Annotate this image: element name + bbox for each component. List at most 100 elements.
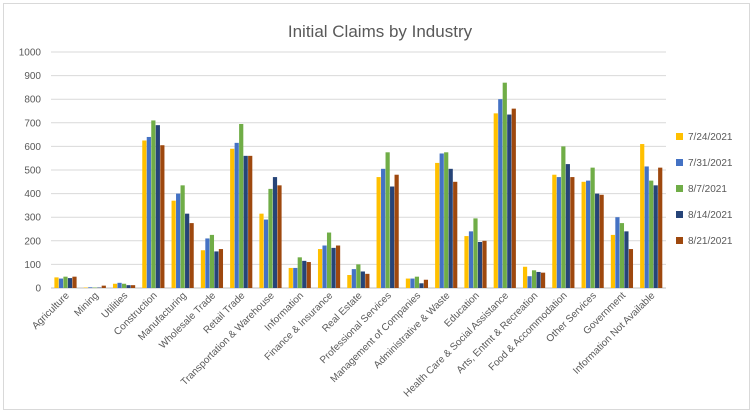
bars (54, 82, 663, 289)
bar (502, 82, 507, 289)
bar (302, 260, 307, 288)
bar (649, 180, 654, 288)
y-tick-label: 1000 (19, 48, 42, 59)
y-tick-label: 200 (24, 236, 41, 247)
bar (482, 240, 487, 288)
legend-swatch (676, 237, 683, 244)
bar (288, 267, 293, 288)
bar (130, 285, 136, 288)
bar (644, 166, 649, 288)
bar (464, 236, 469, 288)
bar (326, 232, 332, 288)
y-tick-label: 700 (24, 118, 41, 129)
bar (511, 108, 516, 288)
bar (117, 282, 122, 288)
legend: 7/24/2021 7/31/2021 8/7/2021 8/14/2021 8/21/… (676, 132, 733, 247)
bar (468, 231, 474, 288)
bar (205, 238, 210, 288)
bar (58, 278, 64, 288)
bar (189, 223, 194, 288)
bar (419, 283, 424, 288)
bar (540, 272, 546, 288)
bar (112, 283, 118, 288)
bar (610, 234, 616, 288)
bar (498, 99, 503, 288)
bar (218, 249, 224, 288)
bar (444, 152, 449, 288)
legend-swatch (676, 211, 683, 218)
bar (160, 145, 165, 288)
bar (297, 257, 302, 288)
bar (599, 194, 604, 288)
bar (536, 271, 541, 288)
bar (142, 140, 147, 288)
x-tick-label: Mining (72, 290, 101, 319)
legend-label: 8/7/2021 (688, 184, 727, 195)
bar (453, 181, 458, 288)
bar (394, 174, 399, 288)
bar (561, 146, 566, 288)
bar (331, 247, 336, 288)
bar (54, 277, 59, 288)
bar (385, 152, 390, 288)
bar (126, 285, 131, 288)
bar (653, 185, 658, 288)
bar (619, 223, 625, 288)
bar (586, 180, 591, 288)
bar (381, 168, 386, 288)
bar (507, 114, 512, 288)
bar (214, 251, 219, 288)
bar (155, 125, 160, 288)
bar (185, 213, 190, 288)
y-tick-label: 800 (24, 95, 41, 106)
legend-label: 7/31/2021 (688, 158, 733, 169)
y-axis-ticks: 0 100 200 300 400 500 600 700 800 900 1000 (19, 48, 42, 295)
bar (151, 120, 156, 288)
legend-swatch (676, 159, 683, 166)
legend-label: 8/21/2021 (688, 236, 733, 247)
y-tick-label: 600 (24, 142, 41, 153)
bar (356, 264, 361, 288)
bar (405, 278, 411, 288)
bar (243, 155, 248, 288)
y-tick-label: 300 (24, 213, 41, 224)
bar (351, 269, 356, 288)
bar (581, 181, 586, 288)
bar (88, 287, 93, 288)
bar (234, 142, 239, 288)
bar (365, 273, 370, 288)
x-tick-label: Agriculture (30, 290, 72, 332)
x-axis-ticks: Agriculture MiningUtilitiesConstructionMa… (30, 290, 658, 399)
bar (527, 276, 532, 288)
bar (209, 234, 215, 288)
bar (322, 245, 327, 288)
bar (317, 249, 323, 288)
bar (590, 167, 595, 288)
bar (121, 283, 127, 288)
bar-chart: Initial Claims by Industry 0 100 200 300 400… (19, 22, 733, 400)
bar (101, 285, 106, 288)
y-tick-label: 900 (24, 71, 41, 82)
bar (200, 250, 206, 288)
bar (628, 249, 634, 288)
bar (448, 168, 453, 288)
bar (556, 177, 561, 288)
bar (277, 185, 282, 288)
bar (522, 266, 528, 288)
chart-title: Initial Claims by Industry (288, 22, 473, 41)
bar (347, 275, 352, 288)
bar (293, 267, 298, 288)
bar (306, 262, 311, 288)
bar (531, 270, 537, 288)
bar (552, 174, 557, 288)
bar (624, 231, 629, 288)
bar (640, 144, 645, 288)
bar (263, 219, 269, 288)
bar (268, 188, 273, 288)
bar (565, 164, 570, 288)
bar (230, 148, 235, 288)
y-tick-label: 0 (35, 284, 41, 295)
bar (176, 193, 181, 288)
legend-label: 7/24/2021 (688, 132, 733, 143)
legend-swatch (676, 185, 683, 192)
